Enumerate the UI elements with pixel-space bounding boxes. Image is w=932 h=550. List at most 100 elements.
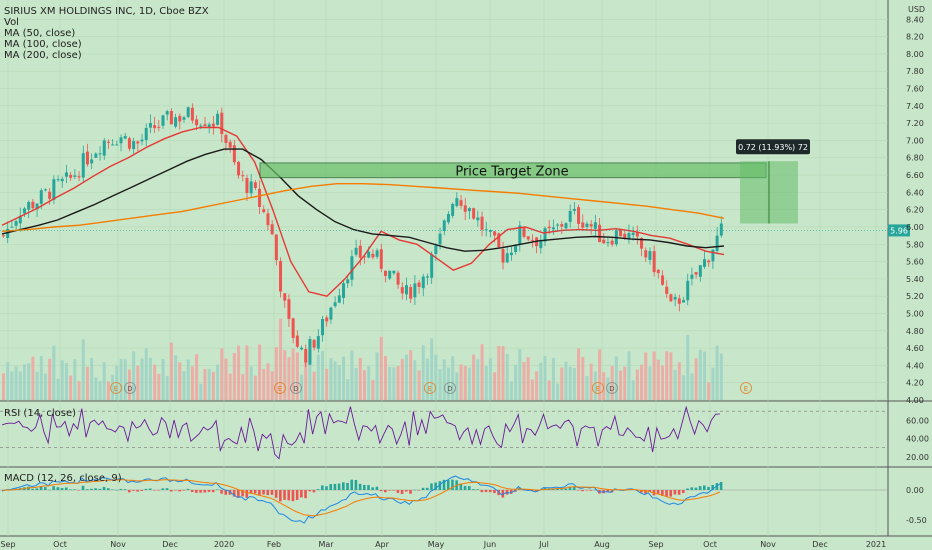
volume-bar — [224, 358, 228, 400]
x-tick-label: Oct — [53, 540, 67, 549]
event-marker — [606, 382, 618, 394]
candle-body — [560, 224, 564, 227]
macd-histogram-bar — [413, 489, 416, 491]
candle-body — [480, 216, 484, 230]
volume-bar — [77, 381, 81, 400]
macd-histogram-bar — [677, 490, 681, 495]
candle-body — [707, 260, 711, 263]
candle-body — [203, 124, 207, 127]
macd-histogram-bar — [690, 487, 694, 490]
candle-body — [648, 251, 652, 260]
macd-histogram-bar — [174, 490, 177, 491]
candle-body — [31, 201, 35, 209]
volume-bar — [14, 366, 18, 400]
candle-body — [455, 198, 459, 207]
volume-bar — [127, 369, 131, 400]
candle-body — [631, 232, 635, 236]
candle-body — [522, 227, 526, 237]
macd-histogram-bar — [48, 489, 51, 491]
volume-bar — [132, 351, 136, 400]
candle-body — [581, 222, 585, 228]
candle-body — [18, 215, 22, 224]
rsi-tick-label: 20.00 — [906, 453, 929, 462]
macd-histogram-bar — [354, 479, 358, 490]
volume-bar — [421, 345, 425, 400]
macd-histogram-bar — [438, 481, 442, 490]
candle-body — [148, 123, 152, 128]
candle-body — [509, 252, 513, 256]
volume-bar — [493, 372, 497, 400]
macd-histogram-bar — [69, 489, 72, 490]
macd-histogram-bar — [707, 486, 710, 490]
volume-bar — [631, 380, 635, 400]
macd-histogram-bar — [585, 490, 589, 491]
candle-body — [539, 239, 543, 249]
candle-body — [111, 144, 115, 146]
volume-bar — [644, 352, 648, 400]
macd-histogram-bar — [333, 483, 337, 490]
candle-body — [673, 297, 677, 300]
candle-body — [354, 247, 358, 255]
volume-bar — [90, 357, 94, 400]
volume-bar — [144, 348, 148, 400]
event-marker — [290, 382, 302, 394]
volume-bar — [694, 358, 698, 400]
x-tick-label: Apr — [375, 540, 390, 549]
volume-bar — [703, 351, 707, 400]
volume-bar — [94, 377, 98, 400]
macd-histogram-bar — [111, 489, 114, 490]
x-tick-label: Dec — [162, 540, 177, 549]
rsi-legend: RSI (14, close) — [4, 408, 77, 419]
candle-body — [186, 107, 190, 117]
volume-bar — [656, 359, 660, 400]
candle-body — [501, 249, 505, 263]
macd-histogram-bar — [379, 490, 383, 492]
candle-body — [77, 176, 81, 178]
rsi-tick-label: 40.00 — [906, 435, 929, 444]
y-tick-label: 6.00 — [906, 223, 924, 232]
macd-histogram-bar — [346, 482, 349, 490]
macd-histogram-bar — [640, 490, 643, 493]
candle-body — [400, 287, 404, 294]
candle-body — [396, 272, 400, 285]
candle-body — [715, 235, 719, 252]
volume-bar — [497, 346, 501, 400]
macd-histogram-bar — [186, 488, 190, 490]
volume-bar — [262, 369, 266, 400]
macd-histogram-bar — [312, 490, 316, 493]
event-marker-label: E — [114, 385, 118, 393]
y-tick-label: 4.80 — [906, 327, 924, 336]
macd-histogram-bar — [241, 490, 244, 497]
volume-bar — [539, 362, 543, 400]
rsi-line — [1, 405, 720, 460]
candle-body — [703, 259, 707, 267]
volume-bar — [568, 366, 572, 400]
volume-bar — [442, 359, 446, 400]
candle-body — [6, 228, 10, 238]
candle-body — [132, 141, 136, 150]
y-tick-label: 4.60 — [906, 344, 924, 353]
candle-body — [640, 238, 644, 249]
volume-bar — [279, 318, 283, 400]
candle-body — [438, 233, 442, 245]
candle-body — [237, 161, 241, 176]
macd-histogram-bar — [148, 488, 152, 490]
y-tick-label: 5.60 — [906, 258, 924, 267]
candle-body — [484, 229, 488, 231]
candle-body — [556, 224, 560, 226]
macd-histogram-bar — [195, 490, 198, 493]
volume-bar — [18, 371, 22, 400]
candle-body — [514, 245, 518, 253]
candle-body — [446, 214, 450, 223]
macd-signal-line — [1, 479, 720, 517]
legend-ma50: MA (50, close) — [4, 28, 76, 39]
volume-bar — [363, 370, 366, 400]
event-marker — [592, 382, 604, 394]
axes: 8.40 8.20 8.00 7.80 7.60 7.40 7.20 7.00 6.80 6.60… — [0, 5, 928, 549]
overlays[interactable]: Price Target Zone 0.72 (11.93%) 72 5.96 E D E… — [0, 139, 910, 394]
volume-bar — [203, 369, 207, 400]
volume-bar — [346, 379, 350, 400]
candle-body — [216, 113, 220, 125]
candle-body — [43, 189, 47, 191]
